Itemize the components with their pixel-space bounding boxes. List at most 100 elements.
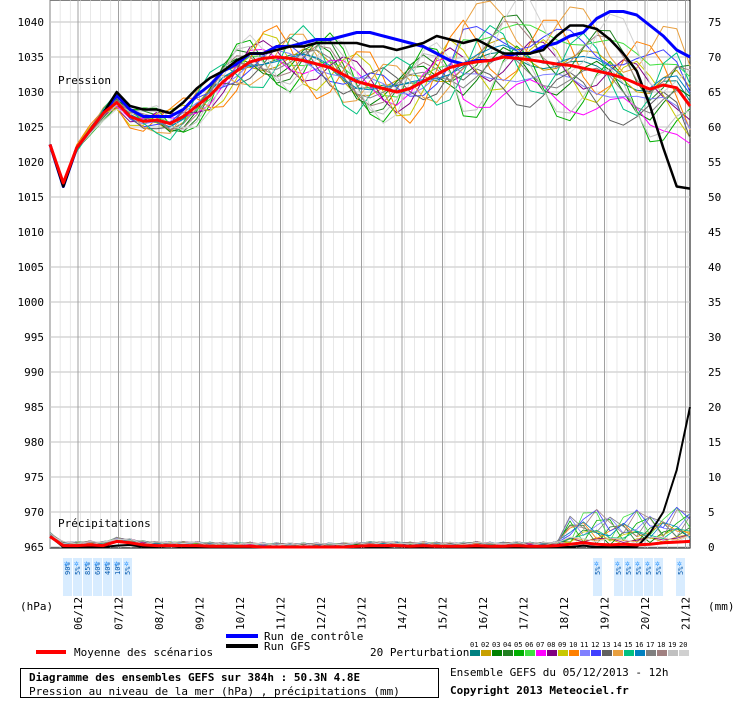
y-tick-left: 980 xyxy=(24,436,44,449)
snow-early-icon: ✲ xyxy=(84,559,89,568)
snow-early-bg xyxy=(113,558,122,596)
snow-late-bg xyxy=(634,558,643,596)
x-tick-label: 09/12 xyxy=(194,597,207,630)
perturbation-swatch xyxy=(558,650,568,656)
perturbation-swatch xyxy=(470,650,480,656)
perturbation-id: 06 xyxy=(525,641,533,649)
snow-late-label: 5% xyxy=(655,566,663,575)
snow-early-icon: ✲ xyxy=(94,559,99,568)
legend-gfs-label: Run GFS xyxy=(264,640,310,653)
perturbation-id: 19 xyxy=(668,641,676,649)
snow-early-label: 85% xyxy=(84,562,92,575)
y-tick-right: 60 xyxy=(708,121,721,134)
y-tick-right: 20 xyxy=(708,401,721,414)
x-tick-label: 18/12 xyxy=(558,597,571,630)
perturbation-id: 03 xyxy=(492,641,500,649)
snow-late-label: 5% xyxy=(625,566,633,575)
y-tick-right: 50 xyxy=(708,191,721,204)
perturbation-swatch xyxy=(679,650,689,656)
legend-perturbations-label: 20 Perturbations xyxy=(370,646,476,659)
y-tick-left: 1010 xyxy=(18,226,45,239)
snow-late-bg xyxy=(654,558,663,596)
perturbation-swatch xyxy=(602,650,612,656)
ensemble-run-label: Ensemble GEFS du 05/12/2013 - 12h xyxy=(450,666,669,679)
snow-late-label: 5% xyxy=(645,566,653,575)
snow-early-icon: ✲ xyxy=(124,559,129,568)
control-run-line xyxy=(48,10,691,188)
perturbation-id: 17 xyxy=(646,641,654,649)
perturbation-swatch xyxy=(613,650,623,656)
x-tick-label: 10/12 xyxy=(234,597,247,630)
snow-early-bg xyxy=(63,558,72,596)
y-tick-left: 1035 xyxy=(18,51,45,64)
x-tick-label: 16/12 xyxy=(477,597,490,630)
perturbation-swatch xyxy=(547,650,557,656)
snow-late-bg xyxy=(593,558,602,596)
perturbation-id: 18 xyxy=(657,641,665,649)
snow-late-label: 5% xyxy=(635,566,643,575)
legend-control-label: Run de contrôle xyxy=(264,630,363,643)
perturbation-line-16 xyxy=(49,44,691,184)
snow-late-icon: ✲ xyxy=(625,559,630,568)
snow-early-bg xyxy=(83,558,92,596)
x-tick-label: 19/12 xyxy=(599,597,612,630)
snow-late-icon: ✲ xyxy=(655,559,660,568)
perturbation-id: 20 xyxy=(679,641,687,649)
snow-early-label: 90% xyxy=(64,562,72,575)
snow-early-icon: ✲ xyxy=(104,559,109,568)
perturbation-line-14 xyxy=(49,0,691,185)
perturbation-id: 02 xyxy=(481,641,489,649)
snow-late-label: 5% xyxy=(615,566,623,575)
perturbation-id: 16 xyxy=(635,641,643,649)
perturbation-swatch xyxy=(657,650,667,656)
y-tick-right: 45 xyxy=(708,226,721,239)
mean-precip-line xyxy=(49,535,691,549)
perturbation-swatch xyxy=(514,650,524,656)
y-tick-left: 970 xyxy=(24,506,44,519)
right-unit-label: (mm) xyxy=(708,600,735,613)
legend-mean-label: Moyenne des scénarios xyxy=(74,646,213,659)
gfs-run-line xyxy=(48,24,691,190)
snow-late-icon: ✲ xyxy=(677,559,682,568)
perturbation-id: 07 xyxy=(536,641,544,649)
snow-late-icon: ✲ xyxy=(594,559,599,568)
y-tick-left: 975 xyxy=(24,471,44,484)
y-tick-right: 35 xyxy=(708,296,721,309)
snow-early-label: 10% xyxy=(114,562,122,575)
y-tick-right: 10 xyxy=(708,471,721,484)
y-tick-left: 1005 xyxy=(18,261,45,274)
x-tick-label: 11/12 xyxy=(275,597,288,630)
y-tick-left: 990 xyxy=(24,366,44,379)
y-tick-left: 1020 xyxy=(18,156,45,169)
perturbation-swatch xyxy=(492,650,502,656)
perturbation-id: 14 xyxy=(613,641,621,649)
y-tick-left: 985 xyxy=(24,401,44,414)
y-tick-left: 1030 xyxy=(18,86,45,99)
x-tick-label: 21/12 xyxy=(680,597,693,630)
y-tick-left: 1025 xyxy=(18,121,45,134)
perturbation-swatch xyxy=(580,650,590,656)
snow-late-bg xyxy=(614,558,623,596)
perturbation-id: 08 xyxy=(547,641,555,649)
y-tick-right: 40 xyxy=(708,261,721,274)
snow-late-label: 5% xyxy=(677,566,685,575)
snow-late-bg xyxy=(624,558,633,596)
snow-late-icon: ✲ xyxy=(615,559,620,568)
y-tick-left: 1040 xyxy=(18,16,45,29)
perturbation-swatch xyxy=(503,650,513,656)
y-tick-right: 75 xyxy=(708,16,721,29)
perturbation-id: 09 xyxy=(558,641,566,649)
perturbation-swatch xyxy=(525,650,535,656)
y-tick-left: 965 xyxy=(24,541,44,554)
perturbation-line-09 xyxy=(49,33,691,183)
snow-early-label: 40% xyxy=(104,562,112,575)
perturbation-swatch xyxy=(646,650,656,656)
perturbation-id: 04 xyxy=(503,641,511,649)
mean-line xyxy=(48,55,692,185)
perturbation-swatch xyxy=(668,650,678,656)
y-tick-right: 0 xyxy=(708,541,715,554)
snow-early-label: 5% xyxy=(74,566,82,575)
snow-late-bg xyxy=(644,558,653,596)
snow-early-bg xyxy=(123,558,132,596)
